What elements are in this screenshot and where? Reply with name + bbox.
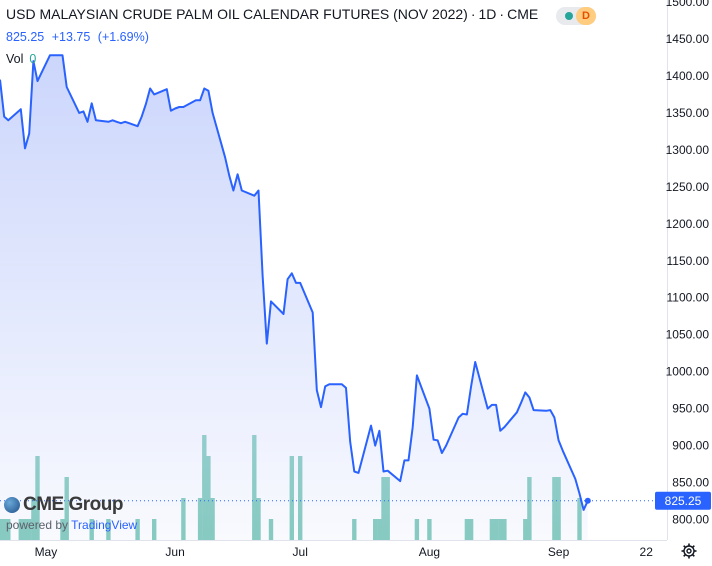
- price-change-percent: (+1.69%): [97, 30, 149, 44]
- title-separator: ·: [499, 6, 505, 22]
- y-tick-label: 1000.00: [666, 365, 710, 379]
- y-tick-label: 900.00: [672, 439, 709, 453]
- volume-legend[interactable]: Vol 0: [6, 52, 36, 66]
- y-tick-label: 1200.00: [666, 217, 710, 231]
- x-tick-label: 22: [640, 545, 654, 559]
- y-tick-label: 1050.00: [666, 328, 710, 342]
- x-axis[interactable]: May Jun Jul Aug Sep 22: [35, 545, 654, 559]
- y-tick-label: 1250.00: [666, 180, 710, 194]
- market-status-icon[interactable]: D: [556, 7, 596, 25]
- title-separator: ·: [470, 6, 476, 22]
- last-price-dot: [584, 497, 591, 504]
- volume-label: Vol: [6, 52, 24, 66]
- y-tick-label: 1500.00: [666, 0, 710, 9]
- quote-row: 825.25 +13.75 (+1.69%): [6, 30, 153, 44]
- powered-by: powered by TradingView: [6, 518, 137, 532]
- last-price: 825.25: [6, 30, 45, 44]
- y-tick-label: 1350.00: [666, 106, 710, 120]
- platform-name: TradingView: [71, 518, 138, 532]
- volume-value: 0: [29, 52, 37, 66]
- chart-title-row: USD MALAYSIAN CRUDE PALM OIL CALENDAR FU…: [6, 6, 538, 22]
- y-tick-label: 1400.00: [666, 69, 710, 83]
- market-open-dot: [565, 12, 573, 20]
- x-tick-label: Aug: [419, 545, 440, 559]
- interval-label[interactable]: 1D: [478, 6, 497, 22]
- y-tick-label: 1300.00: [666, 143, 710, 157]
- globe-icon: [4, 497, 20, 513]
- exchange-label[interactable]: CME: [507, 6, 539, 22]
- x-tick-label: Jul: [293, 545, 308, 559]
- y-axis[interactable]: 800.00 850.00 900.00 950.00 1000.00 1050.00 11…: [666, 0, 710, 527]
- y-tick-label: 1100.00: [667, 291, 710, 305]
- price-line: [0, 54, 589, 511]
- price-area: [0, 55, 588, 540]
- symbol-title[interactable]: USD MALAYSIAN CRUDE PALM OIL CALENDAR FU…: [6, 6, 468, 22]
- x-tick-label: Jun: [165, 545, 184, 559]
- y-tick-label: 800.00: [672, 513, 709, 527]
- y-tick-label: 1450.00: [666, 32, 710, 46]
- y-tick-label: 950.00: [672, 402, 709, 416]
- x-tick-label: Sep: [548, 545, 570, 559]
- price-label: 825.25: [665, 494, 702, 508]
- gear-icon[interactable]: [681, 543, 697, 559]
- y-tick-label: 850.00: [672, 476, 709, 490]
- price-change: +13.75: [51, 30, 91, 44]
- price-label-tag: 825.25: [655, 491, 711, 510]
- delayed-badge[interactable]: D: [576, 7, 596, 25]
- x-tick-label: May: [35, 545, 58, 559]
- cme-logo[interactable]: CME Group powered by TradingView: [4, 494, 137, 532]
- brand-name: CME Group: [23, 494, 124, 515]
- y-tick-label: 1150.00: [667, 254, 710, 268]
- powered-by-label: powered by: [6, 518, 69, 532]
